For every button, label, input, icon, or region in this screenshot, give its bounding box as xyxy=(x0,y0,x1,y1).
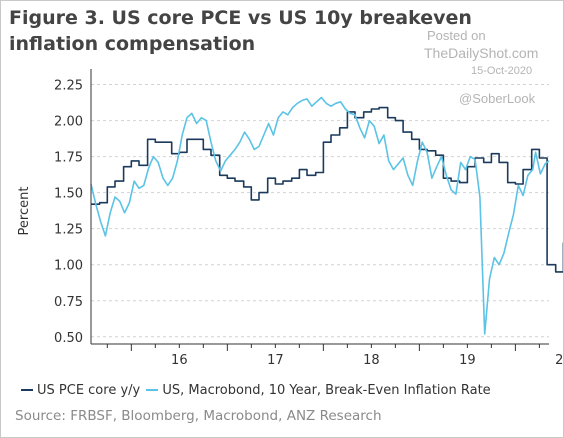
y-tick-label: 1.75 xyxy=(54,151,83,166)
y-tick-label: 1.50 xyxy=(54,187,83,202)
y-tick-label: 2.25 xyxy=(54,79,83,94)
legend-label-pce: US PCE core y/y xyxy=(37,383,141,398)
legend-item-breakeven: US, Macrobond, 10 Year, Break-Even Infla… xyxy=(146,383,491,398)
watermark-site: TheDailyShot.com xyxy=(424,45,539,61)
watermark-date: 15-Oct-2020 xyxy=(471,65,533,77)
y-tick-label: 0.75 xyxy=(54,295,83,310)
y-tick-label: 1.00 xyxy=(54,259,83,274)
x-tick-label: 20 xyxy=(555,353,563,368)
series-line-pce xyxy=(91,106,563,273)
series-lines xyxy=(90,96,563,335)
source-note: Source: FRBSF, Bloomberg, Macrobond, ANZ… xyxy=(15,408,382,424)
x-tick-label: 16 xyxy=(171,353,188,368)
watermark-posted: Posted on xyxy=(427,28,486,43)
y-tick-label: 1.25 xyxy=(54,223,83,238)
legend-item-pce: US PCE core y/y xyxy=(21,383,140,398)
grid-lines xyxy=(91,84,549,338)
y-axis-label: Percent xyxy=(17,187,32,236)
series-line-breakeven xyxy=(90,96,550,335)
x-tick-label: 19 xyxy=(459,353,476,368)
chart-legend: US PCE core y/y US, Macrobond, 10 Year, … xyxy=(21,383,561,398)
legend-swatch-breakeven xyxy=(146,388,159,391)
y-tick-label: 2.00 xyxy=(54,115,83,130)
chart-title: Figure 3. US core PCE vs US 10y breakeve… xyxy=(9,7,472,55)
x-tick-label: 18 xyxy=(363,353,380,368)
legend-swatch-pce xyxy=(21,388,33,391)
x-tick-label: 17 xyxy=(267,353,284,368)
y-tick-label: 0.50 xyxy=(54,331,83,346)
axes: 0.50 0.75 1.00 1.25 1.50 1.75 2.00 2.25 16 17 18 19… xyxy=(54,69,563,368)
legend-label-breakeven: US, Macrobond, 10 Year, Break-Even Infla… xyxy=(162,383,491,398)
watermark-handle: @SoberLook xyxy=(459,91,536,106)
